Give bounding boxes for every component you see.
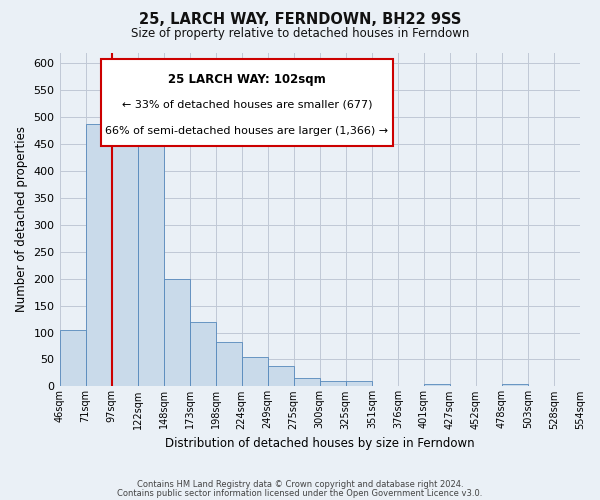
Bar — [86, 124, 112, 386]
X-axis label: Distribution of detached houses by size in Ferndown: Distribution of detached houses by size … — [165, 437, 475, 450]
Bar — [215, 342, 242, 386]
Text: 25 LARCH WAY: 102sqm: 25 LARCH WAY: 102sqm — [168, 72, 326, 86]
Bar — [346, 381, 372, 386]
Bar — [320, 381, 346, 386]
Bar — [242, 357, 268, 386]
Bar — [112, 124, 137, 386]
Text: 25, LARCH WAY, FERNDOWN, BH22 9SS: 25, LARCH WAY, FERNDOWN, BH22 9SS — [139, 12, 461, 28]
Text: 66% of semi-detached houses are larger (1,366) →: 66% of semi-detached houses are larger (… — [106, 126, 388, 136]
Bar — [164, 278, 190, 386]
Bar — [190, 322, 215, 386]
FancyBboxPatch shape — [101, 59, 392, 146]
Bar — [268, 366, 294, 386]
Bar — [294, 378, 320, 386]
Bar — [137, 143, 164, 386]
Text: Size of property relative to detached houses in Ferndown: Size of property relative to detached ho… — [131, 28, 469, 40]
Bar — [59, 330, 86, 386]
Bar — [502, 384, 528, 386]
Text: ← 33% of detached houses are smaller (677): ← 33% of detached houses are smaller (67… — [122, 99, 372, 109]
Text: Contains public sector information licensed under the Open Government Licence v3: Contains public sector information licen… — [118, 489, 482, 498]
Text: Contains HM Land Registry data © Crown copyright and database right 2024.: Contains HM Land Registry data © Crown c… — [137, 480, 463, 489]
Bar — [424, 384, 450, 386]
Y-axis label: Number of detached properties: Number of detached properties — [15, 126, 28, 312]
